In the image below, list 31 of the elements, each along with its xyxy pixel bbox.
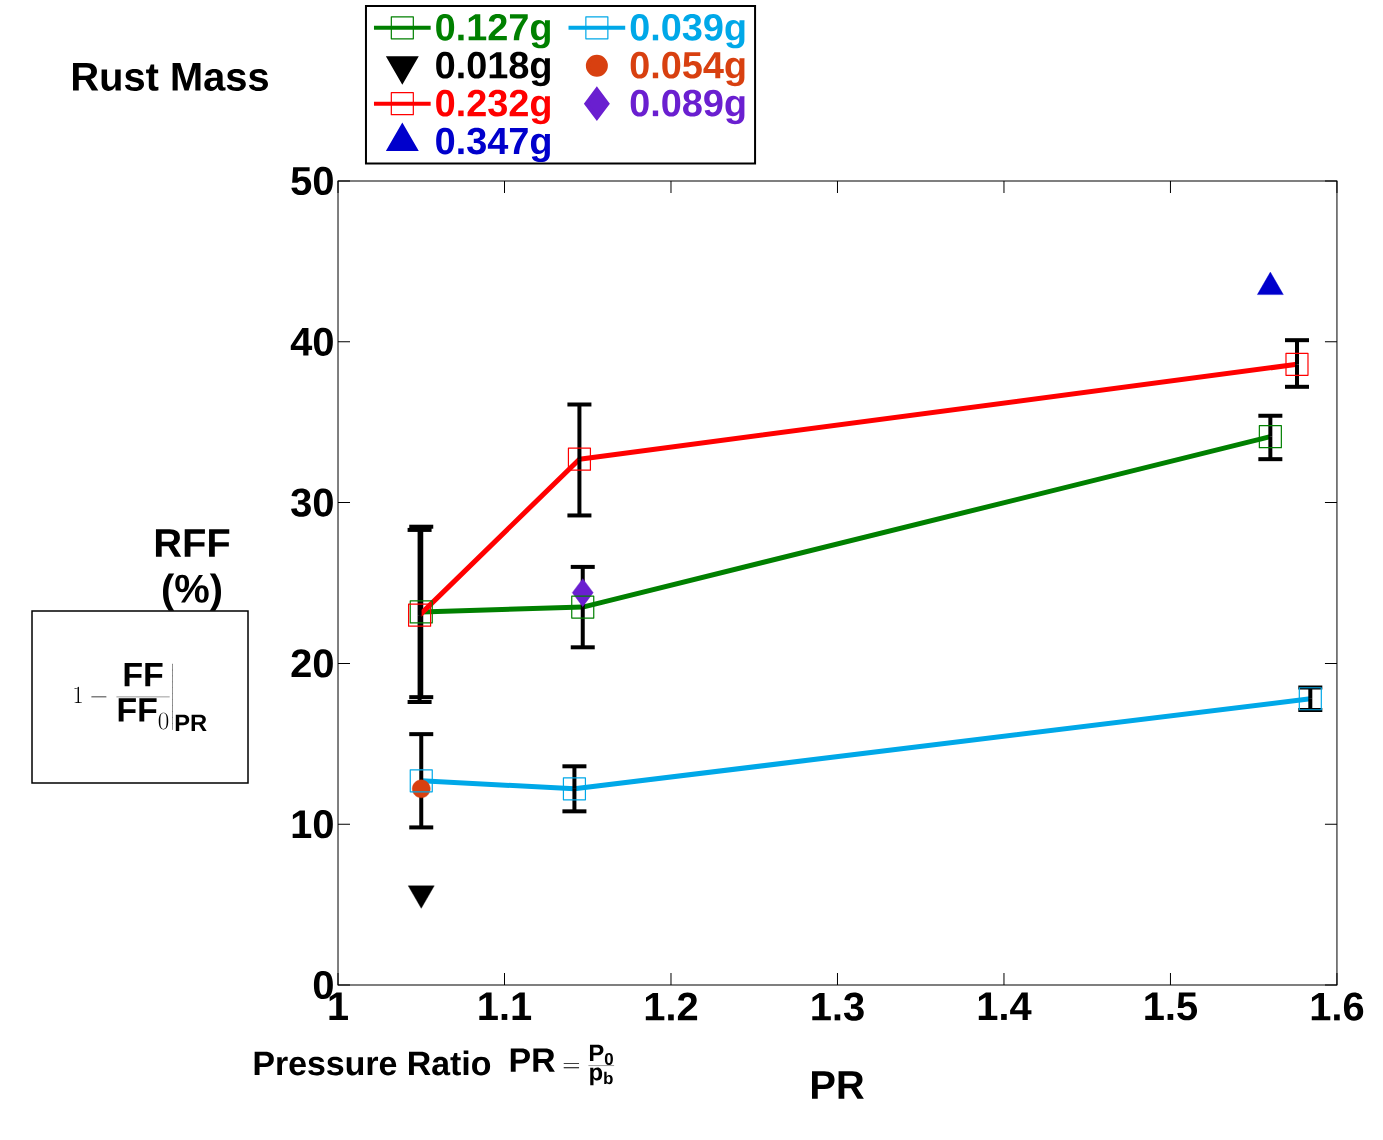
x-tick-label: 1.2 (645, 992, 698, 1021)
legend-label: 0.127g (436, 13, 550, 49)
y-axis-title: RFF (%) (155, 529, 230, 611)
legend-label: 0.054g (630, 51, 745, 87)
point (1258, 425, 1282, 449)
x-tick-label: 1.1 (479, 992, 532, 1020)
legend-label: 0.089g (630, 89, 745, 125)
x-axis-title: PR (812, 1071, 864, 1099)
legend-label: 0.039g (630, 13, 745, 49)
x-tick-label: 1.4 (978, 992, 1032, 1020)
x-tick-label: 1.6 (1311, 992, 1364, 1021)
y-tick-label: 30 (291, 488, 333, 517)
text: $1-\left.\frac{\mathsf{\mathbf{FF}}}{\mathsf{\mathbf{FF}}_0}\right|_{\mathsf{\mathbf{PR}}}$ (74, 662, 207, 731)
y-tick-label: 40 (290, 327, 333, 356)
point (562, 777, 587, 801)
y-tick-label: 50 (291, 166, 333, 196)
legend-label: 0.347g (436, 127, 550, 163)
point (1285, 352, 1309, 376)
x-tick-label: 1.3 (812, 992, 864, 1021)
y-tick-label: 20 (291, 649, 333, 678)
y-tick-label: 10 (292, 810, 333, 839)
point (567, 447, 592, 471)
legend-title: Rust Mass (73, 63, 268, 91)
text: $\mathbf{PR}=\frac{\mathbf{P_0}}{\mathbf{p_b}}$ (510, 1044, 615, 1086)
point (571, 595, 595, 619)
x-tick-label: 1.5 (1145, 992, 1198, 1021)
legend-label: 0.232g (436, 89, 550, 125)
point (409, 769, 433, 793)
point (412, 779, 431, 799)
text: Pressure Ratio (254, 1050, 491, 1076)
legend-label: 0.018g (436, 51, 550, 87)
